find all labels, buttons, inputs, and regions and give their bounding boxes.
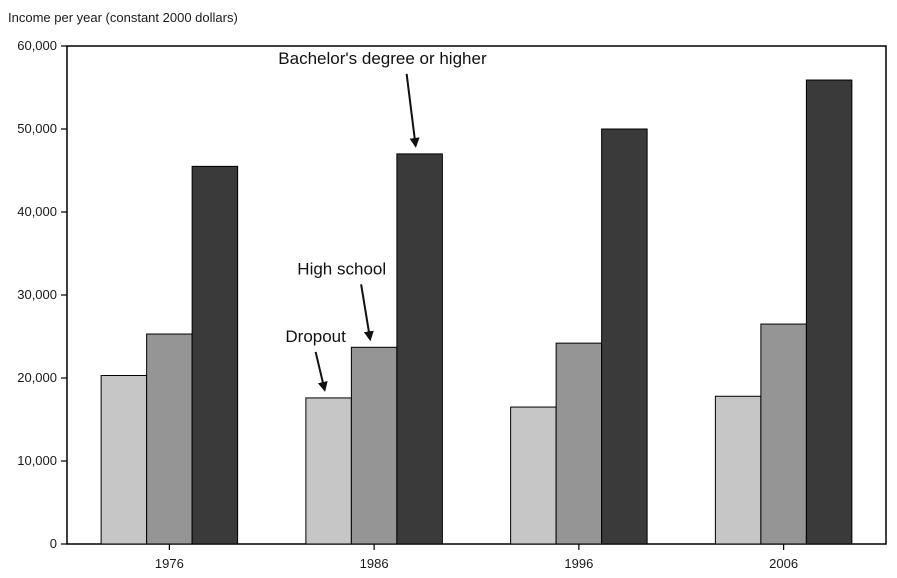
annotations-group: Dropout High school Bachelor's degree or h… bbox=[278, 49, 487, 392]
bar-high-school-1996 bbox=[555, 342, 603, 545]
bar-high-school-1986 bbox=[350, 346, 398, 545]
y-axis-ticks: 0 10,000 20,000 30,000 40,000 50,000 60,000 bbox=[17, 38, 67, 551]
annotation-arrow bbox=[405, 73, 420, 148]
annotation-label-bachelor-s-degree-or-higher: Bachelor's degree or higher bbox=[278, 49, 487, 68]
y-axis-title: Income per year (constant 2000 dollars) bbox=[8, 10, 238, 25]
bar-bachelor-s-degree-or-higher-1986 bbox=[396, 153, 443, 545]
y-tick-label: 0 bbox=[50, 536, 57, 551]
y-tick-label: 10,000 bbox=[17, 453, 57, 468]
x-tick-label: 1976 bbox=[155, 556, 184, 571]
bar-dropout-1996 bbox=[510, 406, 557, 545]
annotation-arrow bbox=[314, 351, 328, 392]
annotation-label-high-school: High school bbox=[297, 259, 386, 278]
y-tick-label: 60,000 bbox=[17, 38, 57, 53]
bar-bachelor-s-degree-or-higher-1996 bbox=[601, 128, 648, 545]
bars-group bbox=[100, 79, 853, 545]
x-tick-label: 1986 bbox=[360, 556, 389, 571]
bar-bachelor-s-degree-or-higher-2006 bbox=[805, 79, 853, 545]
y-tick-label: 20,000 bbox=[17, 370, 57, 385]
bar-dropout-2006 bbox=[714, 395, 762, 545]
x-axis-ticks: 1976 1986 1996 2006 bbox=[155, 544, 798, 571]
bar-high-school-2006 bbox=[760, 323, 807, 545]
annotation-label-dropout: Dropout bbox=[285, 327, 346, 346]
bar-high-school-1976 bbox=[146, 333, 193, 545]
bar-dropout-1976 bbox=[100, 375, 148, 545]
y-tick-label: 40,000 bbox=[17, 204, 57, 219]
y-tick-label: 30,000 bbox=[17, 287, 57, 302]
y-tick-label: 50,000 bbox=[17, 121, 57, 136]
bar-bachelor-s-degree-or-higher-1976 bbox=[191, 165, 239, 545]
annotation-arrow bbox=[360, 284, 374, 342]
x-tick-label: 1996 bbox=[564, 556, 593, 571]
bar-dropout-1986 bbox=[305, 397, 352, 545]
x-tick-label: 2006 bbox=[769, 556, 798, 571]
